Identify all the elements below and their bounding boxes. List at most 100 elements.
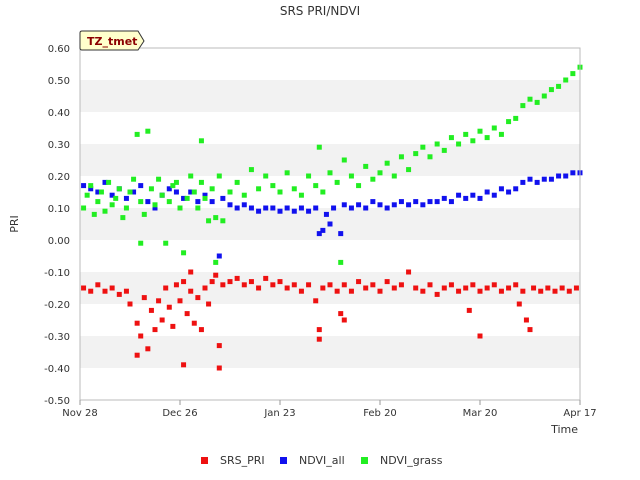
grid-band — [80, 336, 580, 368]
data-point — [398, 282, 404, 288]
data-point — [156, 298, 162, 304]
data-point — [427, 282, 433, 288]
data-point — [456, 192, 462, 198]
data-point — [184, 311, 190, 317]
data-point — [270, 183, 276, 189]
data-point — [256, 208, 262, 214]
data-point — [334, 288, 340, 294]
data-point — [148, 307, 154, 313]
data-point — [323, 211, 329, 217]
data-point — [163, 240, 169, 246]
data-point — [220, 282, 226, 288]
data-point — [313, 205, 319, 211]
data-point — [327, 282, 333, 288]
data-point — [441, 147, 447, 153]
data-point — [270, 282, 276, 288]
data-point — [420, 144, 426, 150]
data-point — [152, 327, 158, 333]
data-point — [152, 205, 158, 211]
data-point — [195, 295, 201, 301]
data-point — [181, 250, 187, 256]
data-point — [145, 346, 151, 352]
legend-swatch — [201, 457, 208, 464]
data-point — [534, 99, 540, 105]
data-point — [370, 199, 376, 205]
data-point — [556, 173, 562, 179]
data-point — [391, 173, 397, 179]
data-point — [527, 327, 533, 333]
grid-band — [80, 48, 580, 80]
data-point — [466, 307, 472, 313]
data-point — [413, 199, 419, 205]
data-point — [291, 208, 297, 214]
data-point — [470, 282, 476, 288]
data-point — [406, 167, 412, 173]
data-point — [156, 176, 162, 182]
data-point — [181, 362, 187, 368]
data-point — [434, 199, 440, 205]
data-point — [413, 151, 419, 157]
data-point — [184, 195, 190, 201]
data-point — [102, 288, 108, 294]
x-tick-label: Feb 20 — [363, 408, 397, 419]
data-point — [181, 279, 187, 285]
data-point — [552, 288, 558, 294]
data-point — [491, 125, 497, 131]
grid-band — [80, 240, 580, 272]
data-point — [131, 176, 137, 182]
data-point — [234, 275, 240, 281]
data-point — [377, 288, 383, 294]
data-point — [298, 205, 304, 211]
data-point — [513, 115, 519, 121]
data-point — [191, 320, 197, 326]
data-point — [202, 285, 208, 291]
data-point — [123, 205, 129, 211]
data-point — [570, 170, 576, 176]
data-point — [498, 288, 504, 294]
data-point — [398, 154, 404, 160]
data-point — [463, 285, 469, 291]
data-point — [248, 167, 254, 173]
data-point — [131, 189, 137, 195]
data-point — [109, 192, 115, 198]
data-point — [220, 218, 226, 224]
data-point — [206, 218, 212, 224]
data-point — [338, 259, 344, 265]
data-point — [434, 291, 440, 297]
series-ndvi-all — [81, 170, 583, 259]
data-point — [248, 205, 254, 211]
data-point — [370, 282, 376, 288]
data-point — [170, 183, 176, 189]
data-point — [198, 327, 204, 333]
data-point — [234, 179, 240, 185]
data-point — [123, 288, 129, 294]
data-point — [306, 173, 312, 179]
data-point — [563, 77, 569, 83]
y-tick-label: -0.10 — [44, 268, 70, 279]
data-point — [434, 141, 440, 147]
data-point — [116, 291, 122, 297]
data-point — [181, 195, 187, 201]
data-point — [159, 317, 165, 323]
data-point — [166, 304, 172, 310]
data-point — [248, 279, 254, 285]
data-point — [109, 285, 115, 291]
data-point — [113, 195, 119, 201]
data-point — [516, 301, 522, 307]
data-point — [145, 199, 151, 205]
y-tick-label: 0.40 — [48, 108, 70, 119]
data-point — [491, 192, 497, 198]
data-point — [102, 208, 108, 214]
data-point — [341, 157, 347, 163]
data-point — [216, 253, 222, 259]
plot-border — [79, 47, 581, 401]
data-point — [559, 285, 565, 291]
data-point — [320, 189, 326, 195]
data-point — [141, 211, 147, 217]
annotation-label: TZ_tmet — [87, 35, 137, 48]
data-point — [348, 173, 354, 179]
data-point — [213, 215, 219, 221]
data-point — [406, 269, 412, 275]
data-point — [277, 208, 283, 214]
data-point — [216, 365, 222, 371]
